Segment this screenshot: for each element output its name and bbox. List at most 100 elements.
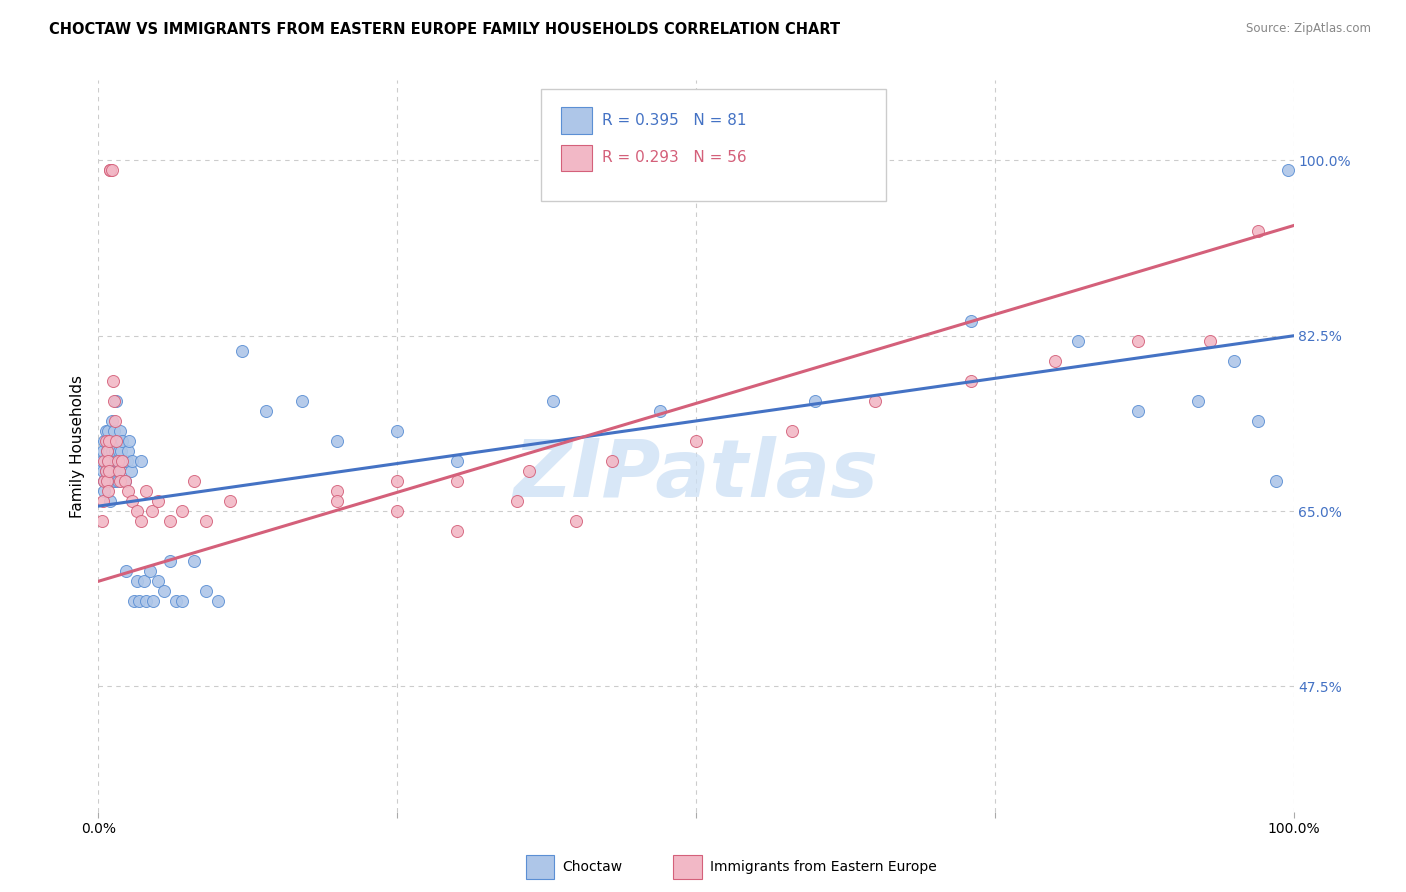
Point (107, 434, 129, 448)
Point (159, 514, 181, 528)
Point (1067, 334, 1090, 348)
Point (114, 474, 136, 488)
Point (326, 434, 349, 448)
Text: Source: ZipAtlas.com: Source: ZipAtlas.com (1246, 22, 1371, 36)
Point (115, 454, 138, 468)
Point (103, 393, 125, 408)
Point (219, 494, 242, 508)
Point (93, 474, 115, 488)
Point (115, 564, 138, 578)
Point (1043, 354, 1066, 368)
Point (541, 393, 564, 408)
Point (107, 464, 129, 478)
Point (107, 474, 129, 488)
Point (231, 343, 253, 358)
Point (121, 494, 143, 508)
Point (135, 484, 157, 499)
Point (804, 393, 827, 408)
Point (98, 474, 121, 488)
Point (104, 414, 127, 428)
Point (780, 424, 803, 438)
Point (91, 444, 114, 458)
Point (98, 494, 122, 508)
Point (93, 474, 115, 488)
Point (165, 594, 187, 608)
Point (602, 454, 624, 468)
Point (91, 494, 114, 508)
Point (565, 514, 588, 528)
Point (98, 163, 122, 178)
Point (101, 454, 124, 468)
Text: Immigrants from Eastern Europe: Immigrants from Eastern Europe (710, 860, 936, 874)
Point (111, 454, 134, 468)
Point (139, 564, 162, 578)
Point (326, 484, 349, 499)
Point (291, 393, 314, 408)
Point (131, 514, 153, 528)
Text: ZIPatlas: ZIPatlas (513, 436, 879, 515)
Point (148, 494, 170, 508)
Point (159, 554, 181, 568)
Point (1223, 354, 1246, 368)
Y-axis label: Family Households: Family Households (69, 375, 84, 517)
Point (385, 474, 409, 488)
Point (98, 434, 121, 448)
Point (125, 504, 148, 518)
Point (98, 163, 122, 178)
Point (685, 434, 707, 448)
Point (1128, 404, 1150, 418)
Point (124, 594, 146, 608)
Point (648, 404, 672, 418)
Point (96, 474, 118, 488)
Point (121, 454, 143, 468)
Point (1128, 334, 1150, 348)
Point (125, 574, 148, 589)
Point (91, 454, 114, 468)
Point (183, 474, 205, 488)
Point (98, 464, 121, 478)
Text: CHOCTAW VS IMMIGRANTS FROM EASTERN EUROPE FAMILY HOUSEHOLDS CORRELATION CHART: CHOCTAW VS IMMIGRANTS FROM EASTERN EUROP… (49, 22, 841, 37)
Point (103, 454, 125, 468)
Point (98, 454, 121, 468)
Point (91, 514, 114, 528)
Text: R = 0.395   N = 81: R = 0.395 N = 81 (602, 113, 747, 128)
Point (128, 594, 150, 608)
Point (1264, 474, 1286, 488)
Point (111, 434, 134, 448)
Point (142, 594, 165, 608)
Point (110, 444, 132, 458)
Point (112, 454, 135, 468)
Point (148, 574, 170, 589)
Point (153, 584, 176, 599)
Point (100, 163, 122, 178)
Point (183, 554, 205, 568)
Point (93, 454, 115, 468)
Point (1247, 414, 1270, 428)
Point (107, 454, 129, 468)
Point (98, 434, 122, 448)
Point (118, 434, 141, 448)
Point (517, 464, 540, 478)
Point (97, 424, 120, 438)
Point (105, 393, 128, 408)
Point (865, 393, 887, 408)
Point (172, 594, 194, 608)
Point (446, 474, 468, 488)
Point (98, 444, 121, 458)
Point (96, 474, 118, 488)
Point (135, 594, 157, 608)
Point (101, 434, 124, 448)
Point (132, 574, 155, 589)
Point (94, 434, 117, 448)
Point (385, 424, 409, 438)
Point (97, 484, 120, 499)
Point (117, 484, 139, 499)
Point (117, 444, 139, 458)
Point (100, 444, 122, 458)
Point (120, 464, 142, 478)
Point (96, 444, 118, 458)
Point (254, 404, 277, 418)
Point (108, 454, 131, 468)
Point (195, 514, 218, 528)
Point (326, 494, 349, 508)
